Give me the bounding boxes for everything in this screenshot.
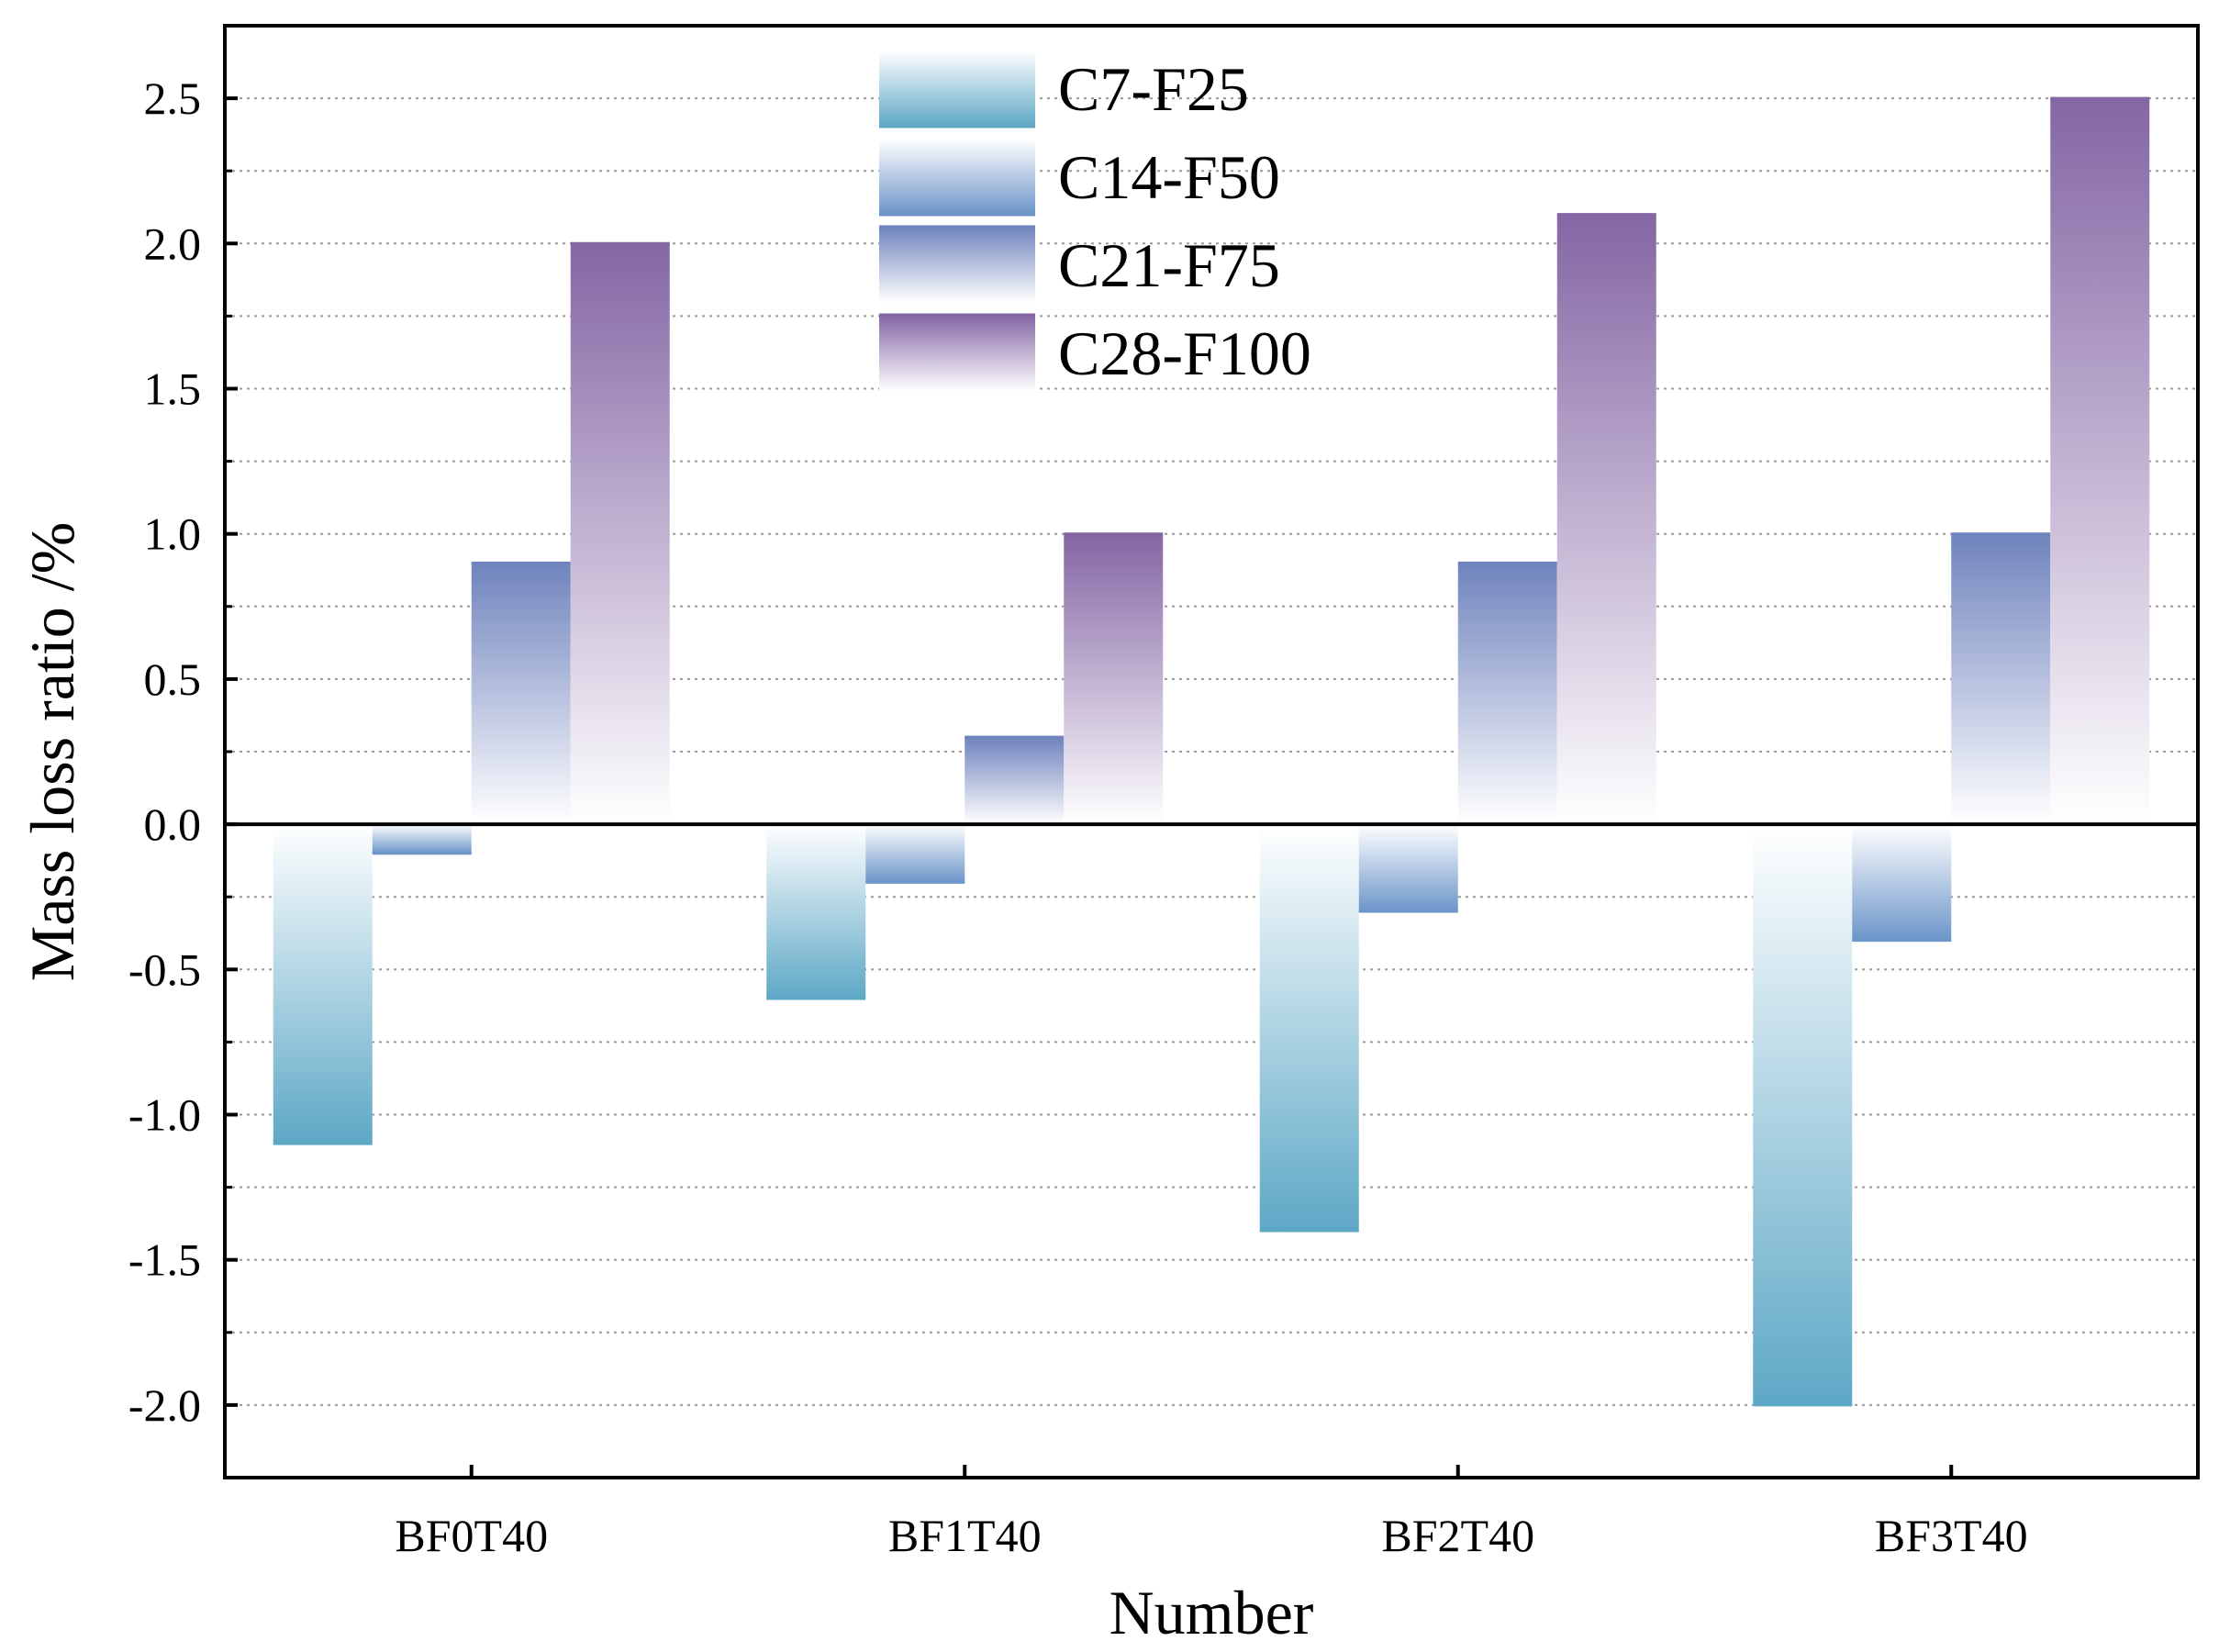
bar-C14-F50-BF0T40 <box>372 824 472 854</box>
legend-swatch-C21-F75 <box>879 227 1035 303</box>
x-tick-label: BF0T40 <box>395 1510 548 1561</box>
bar-C21-F75-BF0T40 <box>471 563 571 825</box>
bars <box>273 96 2150 1407</box>
bar-C21-F75-BF2T40 <box>1457 563 1557 825</box>
x-axis-title: Number <box>1109 1578 1314 1647</box>
bar-C7-F25-BF1T40 <box>766 824 866 999</box>
legend-label-C28-F100: C28-F100 <box>1058 318 1311 388</box>
bar-C7-F25-BF3T40 <box>1753 824 1853 1405</box>
legend-label-C7-F25: C7-F25 <box>1058 54 1249 124</box>
bar-C28-F100-BF0T40 <box>570 243 670 825</box>
y-tick-label: -0.5 <box>128 943 201 995</box>
y-tick-label: -1.5 <box>128 1234 201 1286</box>
x-tick-label: BF2T40 <box>1381 1510 1534 1561</box>
y-tick-label: 2.0 <box>144 218 202 269</box>
x-tick-label: BF1T40 <box>888 1510 1042 1561</box>
bar-C28-F100-BF3T40 <box>2050 98 2150 825</box>
grid-lines <box>225 97 2198 1406</box>
y-tick-label: -1.0 <box>128 1089 201 1141</box>
bar-C7-F25-BF0T40 <box>273 824 373 1144</box>
y-tick-label: 1.5 <box>144 363 202 415</box>
bar-C14-F50-BF1T40 <box>865 824 965 883</box>
legend-swatch-C14-F50 <box>879 139 1035 215</box>
bar-C21-F75-BF3T40 <box>1951 533 2051 825</box>
axis-ticks: -2.0 -1.5 -1.0 -0.5 0.0 0.5 1.0 1.5 2.0 2.5 BF0T40… <box>128 24 2028 1561</box>
bar-C21-F75-BF1T40 <box>964 737 1065 825</box>
legend-label-C14-F50: C14-F50 <box>1058 142 1280 212</box>
bar-C28-F100-BF2T40 <box>1556 214 1656 825</box>
y-tick-label: 2.5 <box>144 73 202 124</box>
bar-C7-F25-BF2T40 <box>1259 824 1359 1232</box>
y-tick-label: 0.5 <box>144 653 202 705</box>
bar-C14-F50-BF2T40 <box>1358 824 1458 912</box>
legend: C7-F25 C14-F50 C21-F75 C28-F100 <box>879 50 1311 391</box>
y-tick-label: 1.0 <box>144 508 202 560</box>
bar-C28-F100-BF1T40 <box>1064 533 1164 825</box>
legend-label-C21-F75: C21-F75 <box>1058 230 1280 300</box>
legend-swatch-C7-F25 <box>879 50 1035 127</box>
y-axis-title: Mass loss ratio /% <box>17 522 87 982</box>
legend-swatch-C28-F100 <box>879 315 1035 391</box>
bar-C14-F50-BF3T40 <box>1852 824 1952 941</box>
y-tick-label: -2.0 <box>128 1379 201 1431</box>
y-tick-label: 0.0 <box>144 798 202 850</box>
x-tick-label: BF3T40 <box>1875 1510 2028 1561</box>
